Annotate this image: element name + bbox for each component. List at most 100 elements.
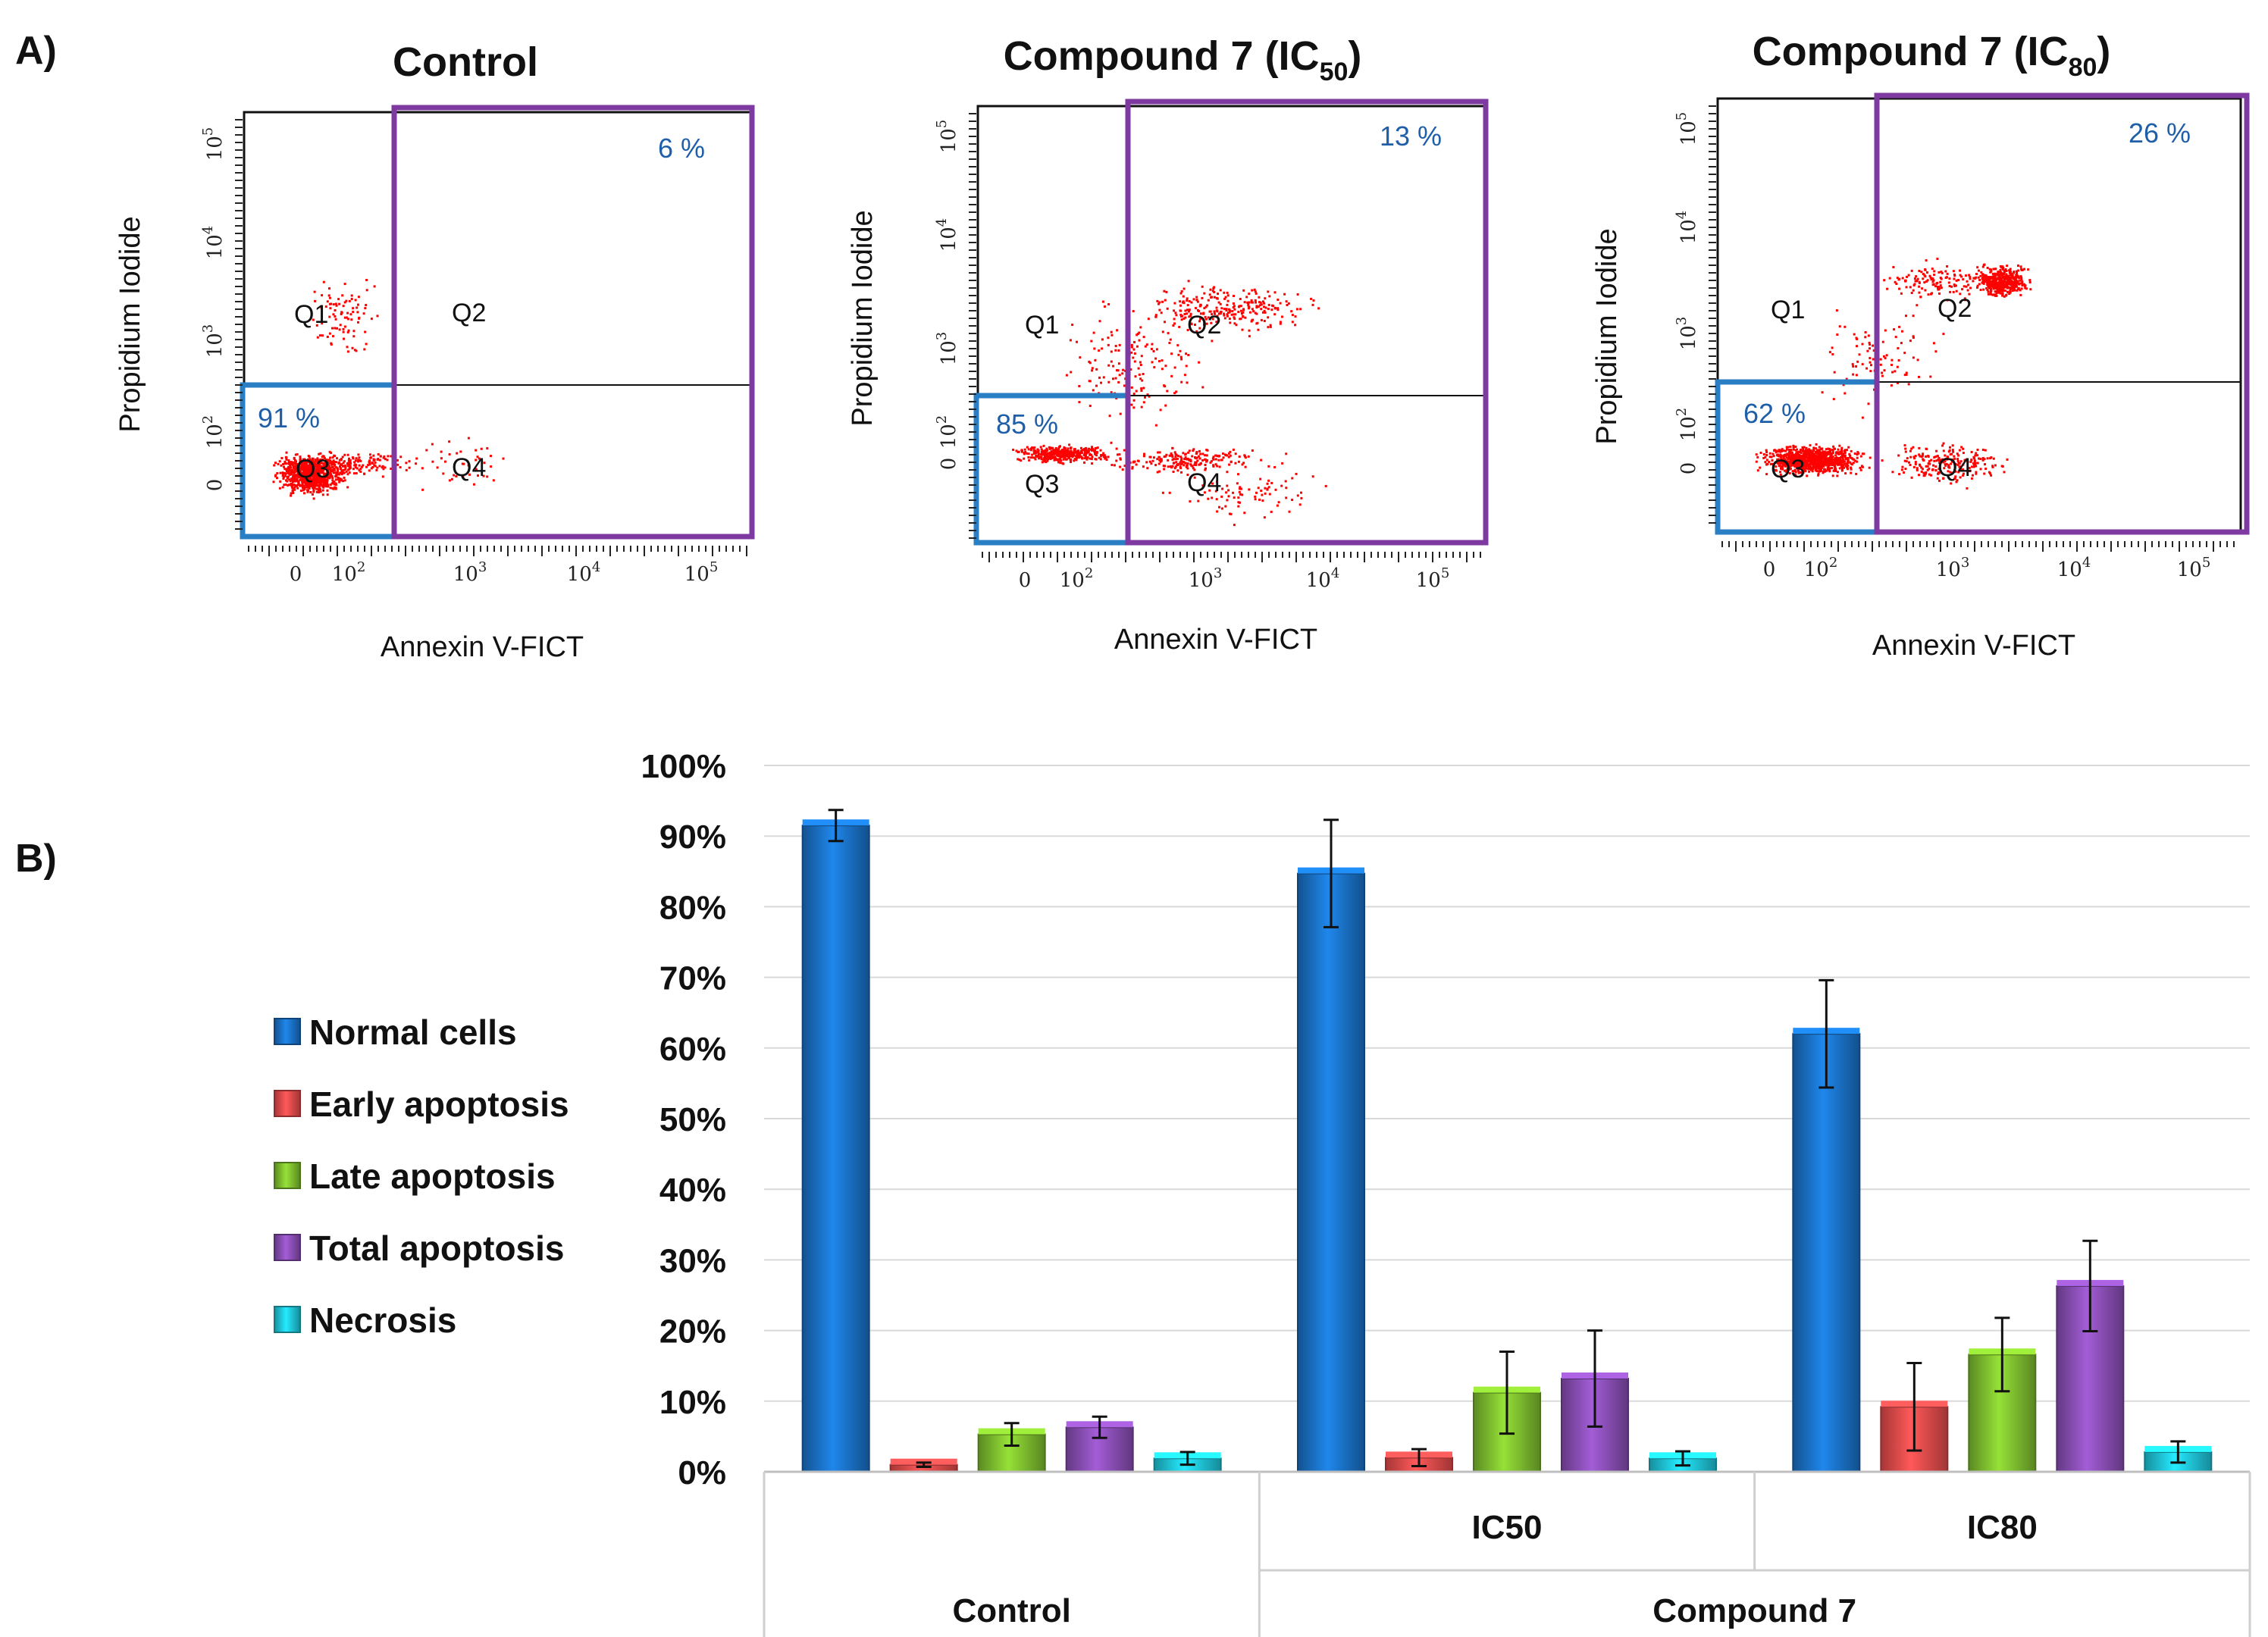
scatter-dot — [1196, 300, 1199, 303]
scatter-dot — [2002, 266, 2005, 269]
scatter-dot — [1970, 459, 1973, 462]
scatter-dot — [1151, 361, 1154, 364]
scatter-dot — [1976, 284, 1979, 287]
bar-chart: 0%10%20%30%40%50%60%70%80%90%100% IC50 IC… — [274, 748, 2251, 1637]
scatter-dot — [297, 483, 300, 486]
scatter-dot — [1157, 302, 1160, 305]
scatter-dot — [333, 454, 336, 457]
scatter-dot — [278, 460, 281, 463]
scatter-dot — [1219, 302, 1222, 305]
scatter-dot — [287, 462, 290, 465]
scatter-dot — [311, 457, 314, 460]
scatter-dot — [1090, 340, 1093, 343]
scatter-dot — [274, 462, 277, 465]
scatter-dot — [1230, 460, 1233, 463]
scatter-dot — [1997, 290, 2000, 293]
scatter-dot — [327, 294, 330, 297]
scatter-dot — [2005, 273, 2008, 276]
scatter-dot — [1916, 358, 1919, 362]
scatter-dot — [408, 460, 411, 463]
scatter-dot — [1809, 458, 1812, 461]
scatter-dot — [1797, 465, 1800, 468]
scatter-dot — [1195, 464, 1198, 466]
scatter-dot — [1966, 487, 1969, 490]
scatter-dot — [1960, 275, 1963, 278]
scatter-dot — [1847, 459, 1850, 462]
scatter-dot — [1932, 283, 1935, 286]
scatter-dot — [1204, 318, 1208, 321]
scatter-dot — [1228, 318, 1231, 321]
scatter-dot — [1909, 286, 1912, 289]
scatter-dot — [1208, 293, 1211, 296]
scatter-dot — [2006, 281, 2010, 284]
scatter-dot — [1186, 467, 1189, 470]
scatter-dot — [328, 302, 331, 305]
scatter-dot — [1242, 462, 1245, 465]
scatter-dot — [1291, 499, 1294, 501]
scatter-dot — [329, 487, 332, 490]
scatter-dot — [1042, 444, 1045, 447]
scatter-dot — [328, 287, 330, 290]
scatter-dot — [1144, 396, 1146, 399]
scatter-dot — [281, 486, 284, 489]
scatter-dot — [1879, 358, 1882, 361]
scatter-dot — [1984, 278, 1988, 281]
scatter-dot — [1197, 499, 1200, 502]
scatter-dot — [298, 469, 301, 472]
scatter-dot — [1847, 460, 1850, 463]
scatter-dot — [1089, 405, 1092, 407]
scatter-dot — [1267, 290, 1270, 293]
scatter-dot — [1107, 303, 1111, 305]
scatter-dot — [1909, 449, 1912, 452]
scatter-dots — [272, 279, 505, 500]
scatter-dot — [1919, 463, 1921, 466]
scatter-dot — [2018, 283, 2020, 286]
x-tick-label: 102 — [1060, 565, 1094, 592]
scatter-dot — [1831, 462, 1834, 465]
scatter-dot — [323, 474, 326, 477]
scatter-dot — [1933, 459, 1936, 462]
scatter-dot — [340, 458, 343, 461]
scatter-dot — [2011, 287, 2014, 290]
scatter-dot — [1793, 463, 1796, 466]
scatter-dot — [1837, 452, 1840, 455]
scatter-dot — [1121, 468, 1124, 471]
scatter-dot — [2011, 290, 2014, 293]
scatter-dot — [1140, 405, 1143, 408]
scatter-dot — [1939, 284, 1942, 287]
scatter-dot — [1101, 347, 1104, 350]
scatter-dot — [1812, 460, 1815, 463]
scatter-dot — [1977, 269, 1980, 272]
scatter-dot — [1250, 320, 1253, 323]
scatter-dot — [1039, 452, 1042, 455]
scatter-dot — [1112, 365, 1115, 368]
scatter-dot — [1787, 446, 1790, 449]
scatter-dot — [1980, 271, 1983, 274]
scatter-dot — [343, 325, 346, 328]
scatter-dot — [1141, 379, 1144, 382]
scatter-dot — [301, 483, 304, 486]
scatter-dot — [1769, 462, 1772, 465]
scatter-dot — [1836, 474, 1839, 477]
scatter-dot — [1820, 458, 1822, 461]
category-label: IC80 — [1967, 1509, 2038, 1546]
scatter-dot — [1818, 449, 1821, 452]
scatter-dot — [326, 300, 329, 303]
scatter-dot — [353, 349, 356, 352]
scatter-dot — [2011, 274, 2014, 277]
scatter-dot — [1840, 452, 1844, 455]
scatter-dot — [1110, 350, 1113, 353]
scatter-dot — [355, 457, 358, 460]
scatter-dot — [1818, 468, 1822, 471]
scatter-dot — [1984, 463, 1986, 466]
scatter-dot — [330, 487, 334, 490]
scatter-dot — [1867, 402, 1870, 405]
scatter-dot — [1814, 452, 1817, 455]
scatter-dot — [1062, 449, 1065, 452]
scatter-dot — [1229, 454, 1232, 457]
scatter-dot — [1059, 462, 1062, 465]
scatter-dot — [1189, 459, 1192, 462]
scatter-dot — [347, 329, 350, 332]
scatter-dot — [1226, 303, 1229, 306]
scatter-dot — [1815, 454, 1818, 457]
